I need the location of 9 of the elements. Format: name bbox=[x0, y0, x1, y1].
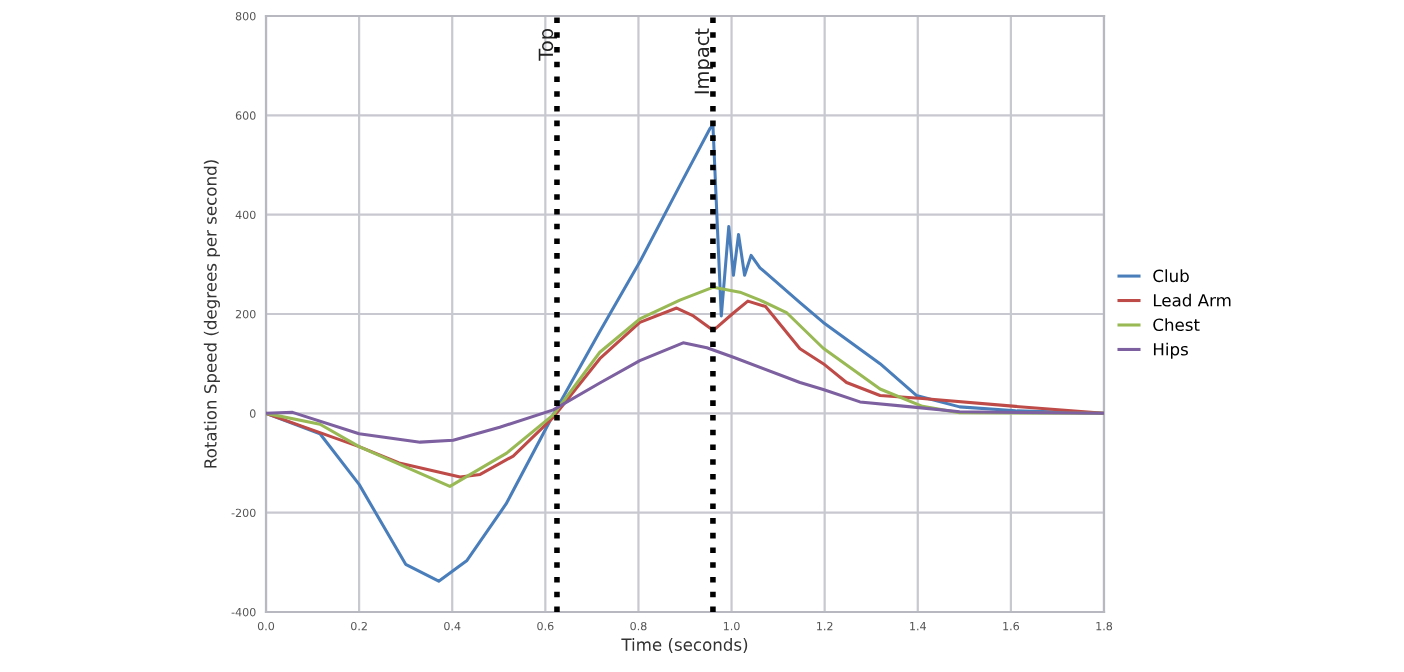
ref-line-label: Impact bbox=[694, 28, 713, 94]
legend-label: Club bbox=[1153, 269, 1189, 283]
y-axis-title: Rotation Speed (degrees per second) bbox=[203, 160, 220, 468]
legend-label: Lead Arm bbox=[1153, 293, 1231, 307]
ref-line-label: Top bbox=[538, 28, 557, 61]
legend-label: Chest bbox=[1153, 318, 1200, 332]
legend-label: Hips bbox=[1153, 342, 1188, 359]
x-axis-title: Time (seconds) bbox=[621, 638, 748, 653]
line-series bbox=[266, 341, 1104, 444]
